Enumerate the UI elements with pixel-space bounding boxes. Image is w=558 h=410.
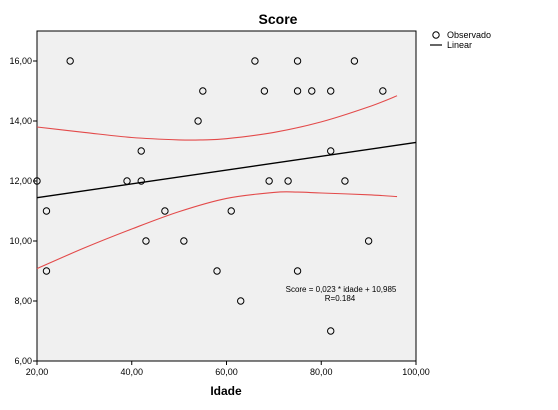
- x-tick-label: 100,00: [402, 367, 430, 377]
- data-point: [308, 87, 316, 95]
- y-tick-label: 14,00: [9, 116, 32, 126]
- confidence-upper-line: [36, 95, 398, 141]
- data-point: [137, 147, 145, 155]
- x-tick-label: 60,00: [215, 367, 238, 377]
- data-point: [293, 267, 302, 275]
- data-point: [42, 267, 51, 275]
- data-point: [327, 327, 335, 335]
- legend: Observado Linear: [430, 30, 491, 50]
- confidence-lower-line: [36, 191, 398, 270]
- data-point: [293, 87, 302, 95]
- data-point: [364, 237, 373, 245]
- x-tick-label: 80,00: [310, 367, 333, 377]
- linear-fit-line: [36, 141, 417, 199]
- confidence-band: [36, 95, 398, 270]
- data-point: [227, 207, 235, 215]
- data-point: [265, 177, 273, 185]
- data-point: [194, 117, 202, 125]
- data-point: [137, 177, 145, 185]
- legend-label-observed: Observado: [447, 30, 491, 40]
- observed-points: [33, 57, 387, 335]
- linear-fit-group: [36, 141, 417, 199]
- legend-label-linear: Linear: [447, 40, 472, 50]
- x-axis: 20,00 40,00 60,00 80,00 100,00: [26, 361, 430, 377]
- y-tick-label: 10,00: [9, 236, 32, 246]
- data-point: [327, 147, 335, 155]
- chart-title: Score: [259, 11, 298, 27]
- y-tick-label: 8,00: [14, 296, 32, 306]
- data-point: [237, 297, 245, 305]
- data-point: [42, 207, 51, 215]
- y-tick-label: 6,00: [14, 356, 32, 366]
- plot-area: [36, 30, 417, 362]
- data-point: [350, 57, 359, 65]
- data-point: [199, 87, 207, 95]
- data-point: [66, 57, 74, 65]
- x-tick-label: 20,00: [26, 367, 49, 377]
- x-axis-label: Idade: [210, 384, 242, 398]
- data-point: [341, 177, 349, 185]
- regression-equation: Score = 0,023 * idade + 10,985: [286, 285, 397, 294]
- regression-annotation: Score = 0,023 * idade + 10,985 R=0.184: [286, 285, 397, 303]
- y-axis: 6,00 8,00 10,00 12,00 14,00 16,00: [9, 56, 37, 366]
- data-point: [293, 57, 302, 65]
- data-point: [213, 267, 221, 275]
- data-point: [260, 87, 269, 95]
- legend-marker-observed: [432, 31, 440, 39]
- data-point: [142, 237, 150, 245]
- data-point: [33, 177, 41, 185]
- data-point: [251, 57, 259, 65]
- data-point: [123, 177, 131, 185]
- data-point: [327, 87, 335, 95]
- y-tick-label: 12,00: [9, 176, 32, 186]
- data-point: [284, 177, 292, 185]
- data-point: [180, 237, 188, 245]
- regression-r-value: R=0.184: [325, 294, 356, 303]
- x-tick-label: 40,00: [120, 367, 143, 377]
- data-point: [379, 87, 387, 95]
- data-point: [161, 207, 169, 215]
- y-tick-label: 16,00: [9, 56, 32, 66]
